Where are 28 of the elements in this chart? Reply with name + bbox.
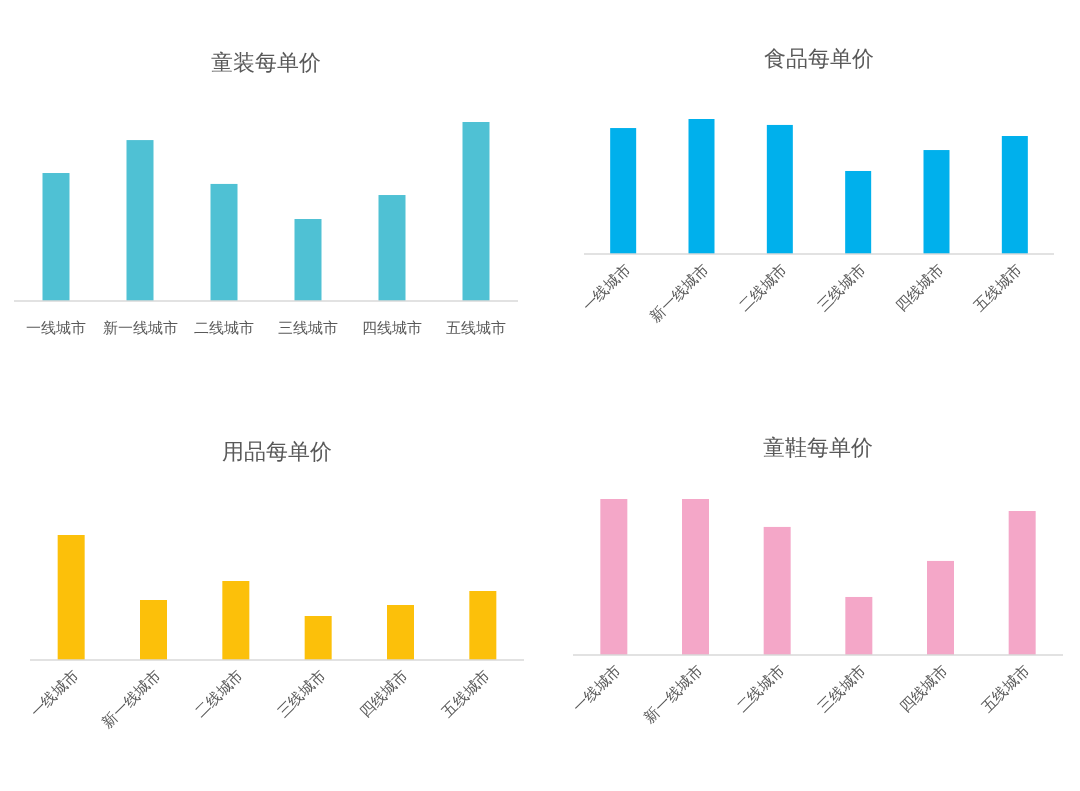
x-tick-label: 新一线城市 (640, 661, 707, 727)
x-tick-label: 二线城市 (191, 666, 247, 722)
x-tick-label: 新一线城市 (98, 666, 165, 732)
x-tick-label: 三线城市 (278, 319, 338, 337)
x-tick-label: 一线城市 (578, 260, 634, 316)
x-tick-label: 四线城市 (356, 666, 412, 722)
x-tick-label: 五线城市 (970, 260, 1026, 316)
chart-title: 用品每单价 (222, 439, 332, 464)
x-tick-label: 五线城市 (438, 666, 494, 722)
x-tick-label: 四线城市 (892, 260, 948, 316)
x-tick-label: 新一线城市 (646, 260, 713, 326)
x-tick-label: 新一线城市 (102, 319, 178, 337)
x-tick-label: 二线城市 (735, 260, 791, 316)
x-tick-label: 五线城市 (977, 661, 1033, 717)
x-tick-label: 四线城市 (362, 319, 422, 337)
x-tick-label: 三线城市 (814, 661, 870, 717)
x-tick-label: 一线城市 (569, 661, 625, 717)
x-tick-label: 二线城市 (194, 319, 254, 337)
x-tick-label: 一线城市 (26, 666, 82, 722)
x-tick-label: 一线城市 (26, 319, 86, 337)
x-tick-label: 二线城市 (732, 661, 788, 717)
chart-title: 童鞋每单价 (763, 435, 873, 460)
x-tick-label: 三线城市 (273, 666, 329, 722)
x-tick-label: 五线城市 (446, 319, 506, 337)
x-tick-label: 三线城市 (813, 260, 869, 316)
x-tick-label: 四线城市 (896, 661, 952, 717)
chart-title: 童装每单价 (211, 50, 321, 75)
chart-title: 食品每单价 (764, 46, 874, 71)
